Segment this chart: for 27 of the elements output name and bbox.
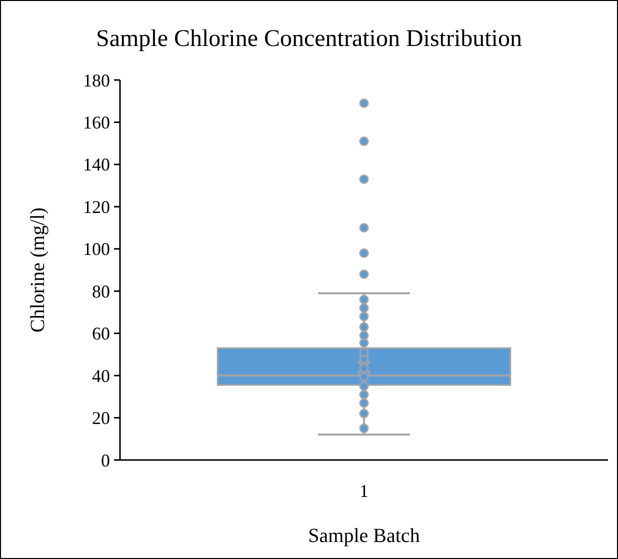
point bbox=[359, 424, 369, 434]
y-tick-label: 140 bbox=[83, 154, 110, 175]
point bbox=[359, 294, 369, 304]
y-tick-label: 0 bbox=[101, 450, 110, 470]
y-tick-label: 180 bbox=[83, 70, 110, 90]
y-tick-label: 20 bbox=[92, 408, 110, 428]
y-tick-label: 80 bbox=[92, 281, 110, 302]
point bbox=[359, 312, 369, 322]
point bbox=[359, 390, 369, 400]
point bbox=[359, 363, 369, 373]
y-tick-label: 160 bbox=[83, 112, 110, 133]
point bbox=[359, 348, 369, 358]
y-tick-label: 100 bbox=[83, 239, 110, 260]
point bbox=[359, 381, 369, 391]
point bbox=[359, 322, 369, 332]
point bbox=[359, 303, 369, 313]
y-tick-label: 120 bbox=[83, 196, 110, 217]
x-axis-title: Sample Batch bbox=[308, 525, 420, 547]
point bbox=[359, 330, 369, 340]
chart-title: Sample Chlorine Concentration Distribution bbox=[96, 26, 522, 52]
point bbox=[359, 398, 369, 408]
y-tick-label: 40 bbox=[92, 366, 110, 386]
point bbox=[359, 408, 369, 418]
x-tick-label: 1 bbox=[360, 481, 368, 501]
point bbox=[359, 372, 369, 382]
y-axis-title: Chlorine (mg/l) bbox=[27, 208, 49, 332]
y-tick-label: 60 bbox=[92, 324, 110, 344]
